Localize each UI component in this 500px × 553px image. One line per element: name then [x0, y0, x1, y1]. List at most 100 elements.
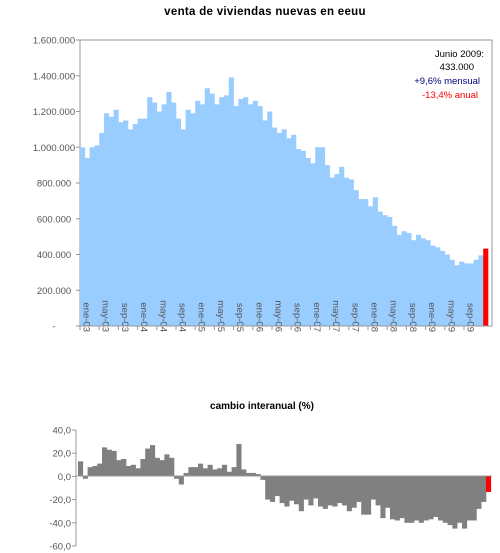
yoy-bar — [337, 476, 343, 504]
annotation-box: Junio 2009: 433.000 +9,6% mensual -13,4%… — [414, 49, 484, 101]
yoy-bar — [78, 461, 84, 477]
yoy-y-tick-label: -20,0 — [49, 495, 71, 506]
bar — [137, 118, 143, 327]
yoy-bar — [92, 465, 98, 477]
x-tick-label: ene-09 — [426, 302, 437, 332]
yoy-bar — [313, 476, 319, 499]
x-tick-label: ene-06 — [253, 302, 264, 332]
x-tick-label: ene-03 — [81, 302, 92, 332]
yoy-bar — [322, 476, 328, 509]
bar — [272, 127, 278, 326]
bar — [315, 147, 321, 326]
yoy-bar — [447, 476, 453, 526]
bar — [382, 215, 388, 326]
yoy-bar — [145, 448, 151, 477]
bar — [310, 163, 316, 326]
y-tick-label: 1.400.000 — [33, 71, 75, 82]
yoy-bar — [111, 450, 117, 477]
bar — [435, 247, 441, 326]
y-tick-label: 200.000 — [37, 286, 71, 297]
bar — [176, 118, 182, 327]
yoy-bar — [356, 476, 362, 502]
bar — [305, 157, 311, 326]
bar — [296, 149, 302, 326]
x-tick-label: may-05 — [215, 300, 226, 332]
yoy-bar — [452, 476, 458, 529]
yoy-bar — [414, 476, 420, 521]
bar — [209, 93, 215, 327]
yoy-bar — [198, 463, 204, 477]
yoy-bar — [466, 476, 472, 521]
bar — [204, 88, 210, 326]
bar — [94, 145, 100, 326]
yoy-bar — [289, 476, 295, 501]
bar — [99, 132, 105, 326]
yoy-bar — [380, 476, 386, 519]
yoy-bar — [361, 476, 367, 515]
bar — [454, 265, 460, 326]
bar — [233, 106, 239, 326]
bar — [324, 165, 330, 327]
y-tick-label: 1.000.000 — [33, 143, 75, 154]
yoy-bar — [342, 476, 348, 506]
annotation-line-monthly: +9,6% mensual — [414, 76, 480, 87]
bar — [224, 95, 230, 326]
bar — [416, 234, 422, 326]
bar — [252, 100, 258, 326]
bar — [468, 263, 474, 326]
yoy-bar — [481, 476, 487, 502]
x-tick-label: ene-05 — [196, 302, 207, 332]
y-tick-label: - — [52, 322, 55, 333]
yoy-bar — [222, 464, 228, 477]
bar — [363, 199, 369, 326]
bar — [152, 102, 158, 326]
yoy-chart-title: cambio interanual (%) — [210, 401, 314, 412]
yoy-bar — [231, 467, 237, 477]
yoy-bar — [390, 476, 396, 520]
bar — [128, 129, 134, 327]
bar — [440, 250, 446, 326]
bar — [430, 245, 436, 326]
yoy-bar — [183, 472, 189, 477]
bar — [478, 255, 484, 326]
yoy-bar — [284, 476, 290, 507]
main-x-axis: ene-03 may-03 sep-03 ene-04 may-04 sep-04 ene-… — [79, 300, 476, 332]
bar — [291, 134, 297, 326]
yoy-bar — [433, 476, 439, 517]
bar — [353, 190, 359, 326]
bar — [142, 118, 148, 327]
x-tick-label: may-04 — [157, 300, 168, 332]
bar — [190, 113, 196, 326]
bar — [344, 177, 350, 326]
bar-latest — [483, 248, 489, 326]
yoy-bar — [274, 476, 280, 497]
bar — [329, 177, 335, 326]
bar — [84, 157, 90, 326]
bar — [108, 116, 114, 326]
bar — [195, 100, 201, 326]
yoy-bar — [82, 476, 88, 479]
yoy-bar — [217, 468, 223, 477]
bar — [171, 102, 177, 326]
y-tick-label: 1.600.000 — [33, 36, 75, 47]
yoy-bar-latest — [486, 476, 492, 492]
yoy-bar — [116, 460, 122, 477]
bar — [425, 240, 431, 326]
yoy-bar — [462, 476, 468, 529]
bar — [339, 166, 345, 326]
yoy-y-tick-label: -60,0 — [49, 542, 71, 553]
bar — [348, 179, 354, 326]
x-tick-label: ene-04 — [138, 302, 149, 332]
bar — [281, 129, 287, 327]
bar — [200, 104, 206, 326]
yoy-bar — [102, 447, 108, 477]
yoy-bar — [97, 463, 103, 477]
bar — [156, 111, 162, 326]
yoy-bar — [174, 476, 180, 479]
bar — [449, 259, 455, 326]
bar — [300, 150, 306, 326]
yoy-bar — [135, 468, 141, 477]
yoy-bar — [303, 476, 309, 500]
bar — [80, 147, 86, 326]
x-tick-label: sep-05 — [234, 303, 245, 332]
